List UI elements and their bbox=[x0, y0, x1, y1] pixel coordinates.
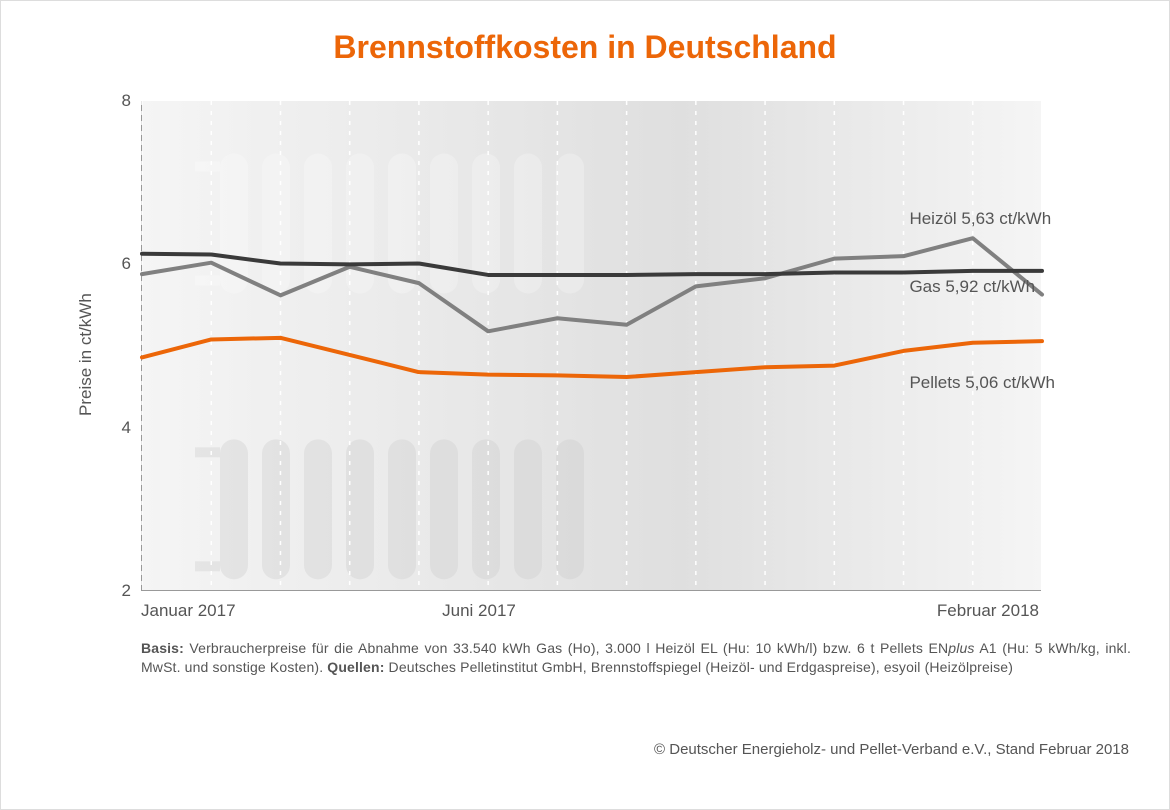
quellen-text: Deutsches Pelletinstitut GmbH, Brennstof… bbox=[385, 659, 1014, 675]
series-label-heizöl: Heizöl 5,63 ct/kWh bbox=[909, 209, 1051, 229]
basis-text-1: Verbraucherpreise für die Abnahme von 33… bbox=[184, 640, 948, 656]
series-label-gas: Gas 5,92 ct/kWh bbox=[909, 277, 1035, 297]
footer-text: Basis: Verbraucherpreise für die Abnahme… bbox=[141, 639, 1131, 677]
plot-area bbox=[141, 101, 1041, 591]
y-tick: 4 bbox=[103, 418, 131, 438]
x-tick: Februar 2018 bbox=[937, 601, 1039, 621]
basis-plus: plus bbox=[948, 640, 974, 656]
copyright-text: © Deutscher Energieholz- und Pellet-Verb… bbox=[654, 741, 1129, 758]
x-tick: Januar 2017 bbox=[141, 601, 236, 621]
quellen-label: Quellen: bbox=[327, 659, 384, 675]
chart-title: Brennstoffkosten in Deutschland bbox=[1, 29, 1169, 66]
basis-label: Basis: bbox=[141, 640, 184, 656]
y-tick: 8 bbox=[103, 91, 131, 111]
x-tick: Juni 2017 bbox=[442, 601, 516, 621]
plot-svg bbox=[142, 101, 1042, 591]
series-line-pellets bbox=[142, 338, 1042, 377]
series-label-pellets: Pellets 5,06 ct/kWh bbox=[909, 373, 1055, 393]
y-axis-label: Preise in ct/kWh bbox=[76, 293, 96, 416]
y-tick: 6 bbox=[103, 254, 131, 274]
y-tick: 2 bbox=[103, 581, 131, 601]
